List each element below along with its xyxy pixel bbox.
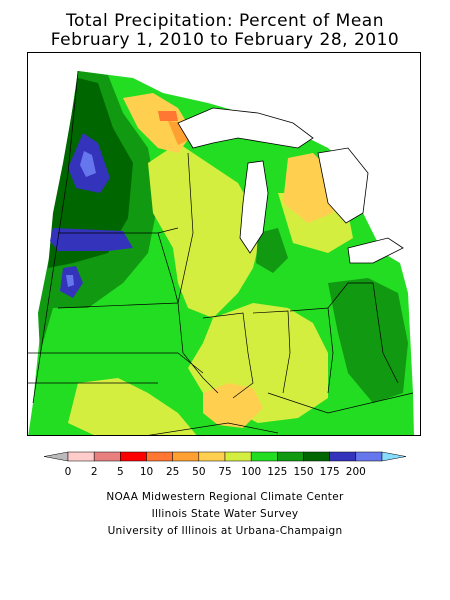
legend-swatch [93,451,121,462]
legend-swatch [303,451,330,462]
map-title-line2: February 1, 2010 to February 28, 2010 [50,30,400,50]
lake-huron [317,147,369,224]
legend-swatch [172,451,200,462]
legend-tick-label: 5 [117,466,124,478]
legend-svg: 0 2 5 10 25 50 75 100 125 150 175 200 [43,451,407,478]
region-north-10-25 [158,111,178,121]
legend-tick-label: 200 [346,466,366,478]
region-south-75-100 [68,378,197,435]
legend-tick-label: 100 [241,466,261,478]
color-legend: 0 2 5 10 25 50 75 100 125 150 175 200 [40,450,410,480]
credit-line-1: NOAA Midwestern Regional Climate Center [106,491,344,503]
legend-tick-label: 25 [166,466,179,478]
legend-under-arrow [43,451,69,462]
credit-line-3: University of Illinois at Urbana-Champai… [107,525,343,537]
legend-swatch [198,451,226,462]
lake-erie [347,237,404,264]
legend-tick-label: 175 [320,466,340,478]
region-michigan-125-150 [256,228,288,273]
map-svg [28,70,414,435]
region-upper-michigan-50-75 [283,153,333,223]
region-west-175-200 [50,228,133,251]
legend-tick-label: 150 [293,466,313,478]
state-boundaries [28,70,414,435]
legend-swatch [329,451,357,462]
legend-tick-label: 50 [192,466,205,478]
region-northwest-200-plus [80,151,96,177]
legend-swatch [224,451,252,462]
region-east-125-150 [328,278,408,403]
legend-swatch [250,451,278,462]
credit-line-2: Illinois State Water Survey [151,508,299,520]
legend-tick-label: 10 [140,466,153,478]
legend-tick-label: 75 [218,466,231,478]
lake-superior [177,107,314,149]
legend-over-arrow [381,451,407,462]
lake-michigan [239,160,269,254]
legend-tick-label: 2 [91,466,98,478]
legend-swatch [120,451,147,462]
legend-swatch [277,451,304,462]
map-title-line1: Total Precipitation: Percent of Mean [66,11,384,31]
legend-swatch [355,451,383,462]
region-central-75-100 [148,143,263,318]
region-south-illinois-50-75 [203,383,263,428]
legend-tick-label: 0 [65,466,72,478]
precipitation-map [27,52,421,436]
region-southwest-200-plus [66,275,74,287]
legend-tick-label: 125 [267,466,287,478]
legend-swatch [67,451,95,462]
legend-swatch [146,451,173,462]
